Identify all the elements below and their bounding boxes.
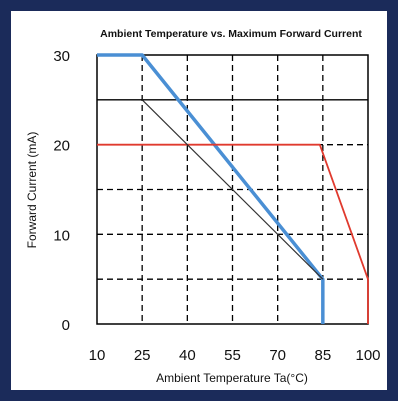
series-line-3	[141, 99, 324, 280]
chart-title: Ambient Temperature vs. Maximum Forward …	[100, 28, 362, 40]
x-tick-label: 85	[314, 347, 331, 364]
series-line-2	[97, 143, 369, 324]
y-axis-label: Forward Current (mA)	[25, 132, 39, 249]
y-tick-label: 0	[62, 317, 70, 334]
x-tick-label: 70	[269, 347, 286, 364]
x-tick-labels: 10 25 40 55 70 85 100	[89, 347, 381, 364]
x-tick-label: 10	[89, 347, 106, 364]
series-group	[97, 53, 369, 324]
series-line-1	[97, 53, 325, 324]
x-tick-label: 40	[179, 347, 196, 364]
y-tick-label: 30	[53, 48, 70, 65]
x-axis-label: Ambient Temperature Ta(°C)	[156, 371, 308, 385]
x-tick-label: 55	[224, 347, 241, 364]
x-tick-label: 100	[355, 347, 380, 364]
y-tick-labels: 30 20 10 0	[53, 48, 70, 334]
y-tick-label: 20	[53, 138, 70, 155]
x-tick-label: 25	[134, 347, 151, 364]
plot-area	[96, 54, 369, 325]
y-tick-label: 10	[53, 227, 70, 244]
